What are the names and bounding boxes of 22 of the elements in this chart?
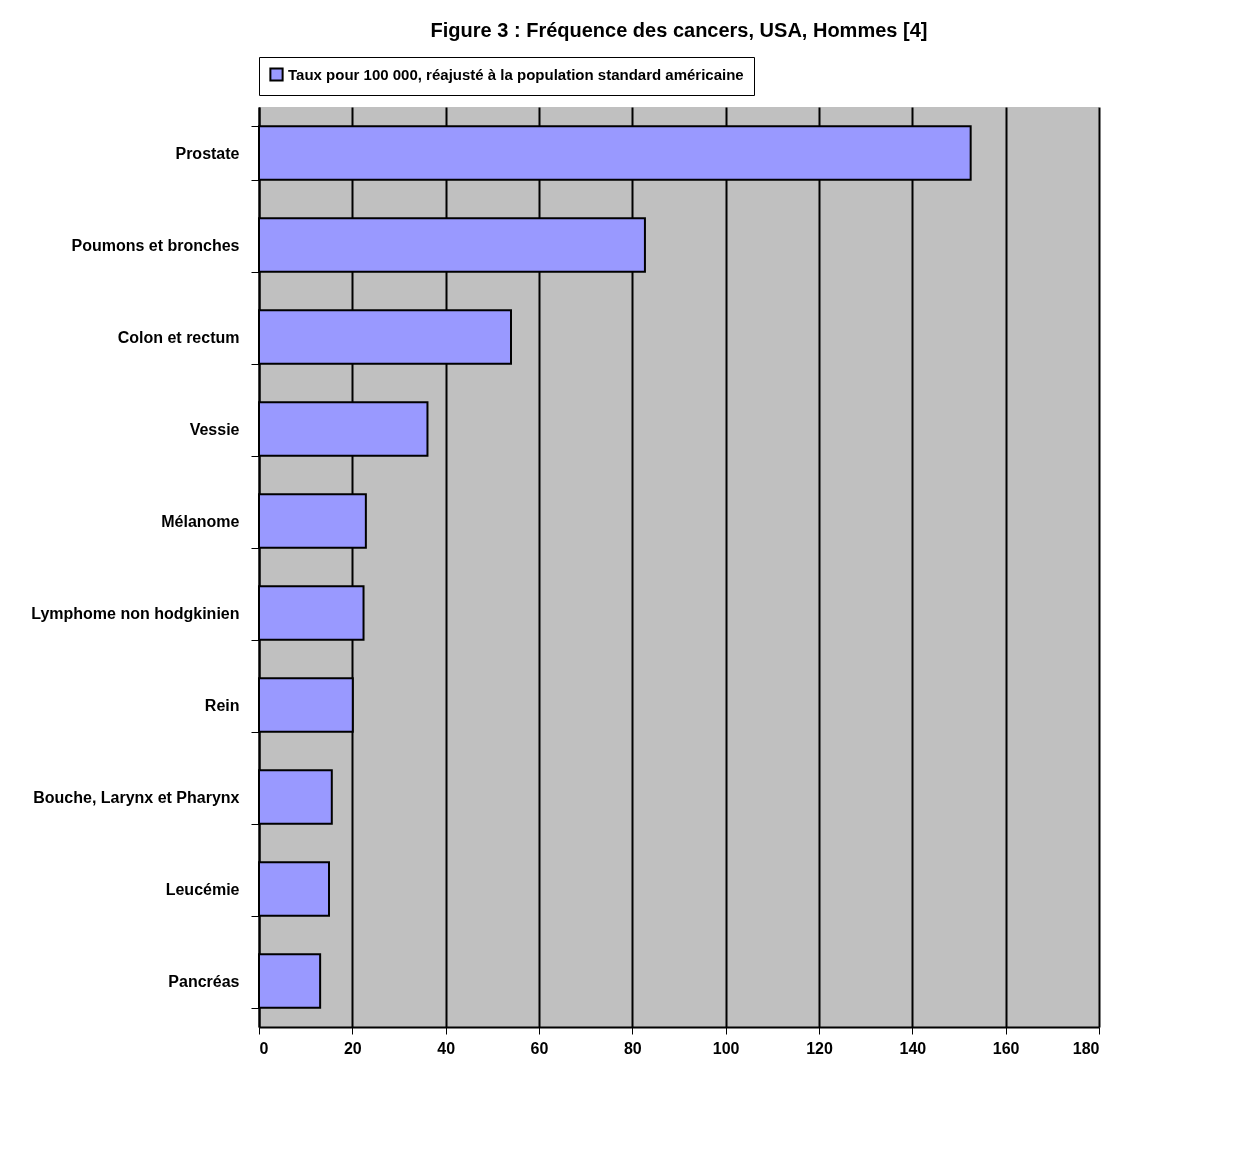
y-tick-label: Lymphome non hodgkinien (31, 604, 240, 622)
x-tick-label: 80 (623, 1039, 642, 1057)
x-tick-label: 0 (259, 1039, 269, 1057)
x-tick-label: 160 (992, 1039, 1020, 1057)
y-tick-label: Leucémie (165, 880, 240, 898)
x-tick-label: 40 (437, 1039, 456, 1057)
chart-title: Figure 3 : Fréquence des cancers, USA, Hommes [4] (430, 18, 928, 41)
x-tick-label: 180 (1072, 1039, 1100, 1057)
x-tick-label: 20 (343, 1039, 362, 1057)
y-tick-label: Vessie (189, 420, 240, 438)
y-tick-label: Mélanome (161, 512, 240, 530)
x-tick-label: 120 (806, 1039, 833, 1057)
x-tick-label: 100 (712, 1039, 740, 1057)
y-tick-label: Rein (204, 696, 240, 714)
y-tick-label: Poumons et bronches (71, 236, 240, 254)
y-tick-label: Bouche, Larynx et Pharynx (33, 788, 240, 806)
y-tick-label: Colon et rectum (117, 328, 240, 346)
x-tick-label: 140 (899, 1039, 927, 1057)
x-tick-label: 60 (530, 1039, 549, 1057)
y-tick-label: Prostate (175, 144, 240, 162)
legend-label: Taux pour 100 000, réajusté à la population standard américaine (288, 65, 744, 83)
y-tick-label: Pancréas (168, 972, 240, 990)
